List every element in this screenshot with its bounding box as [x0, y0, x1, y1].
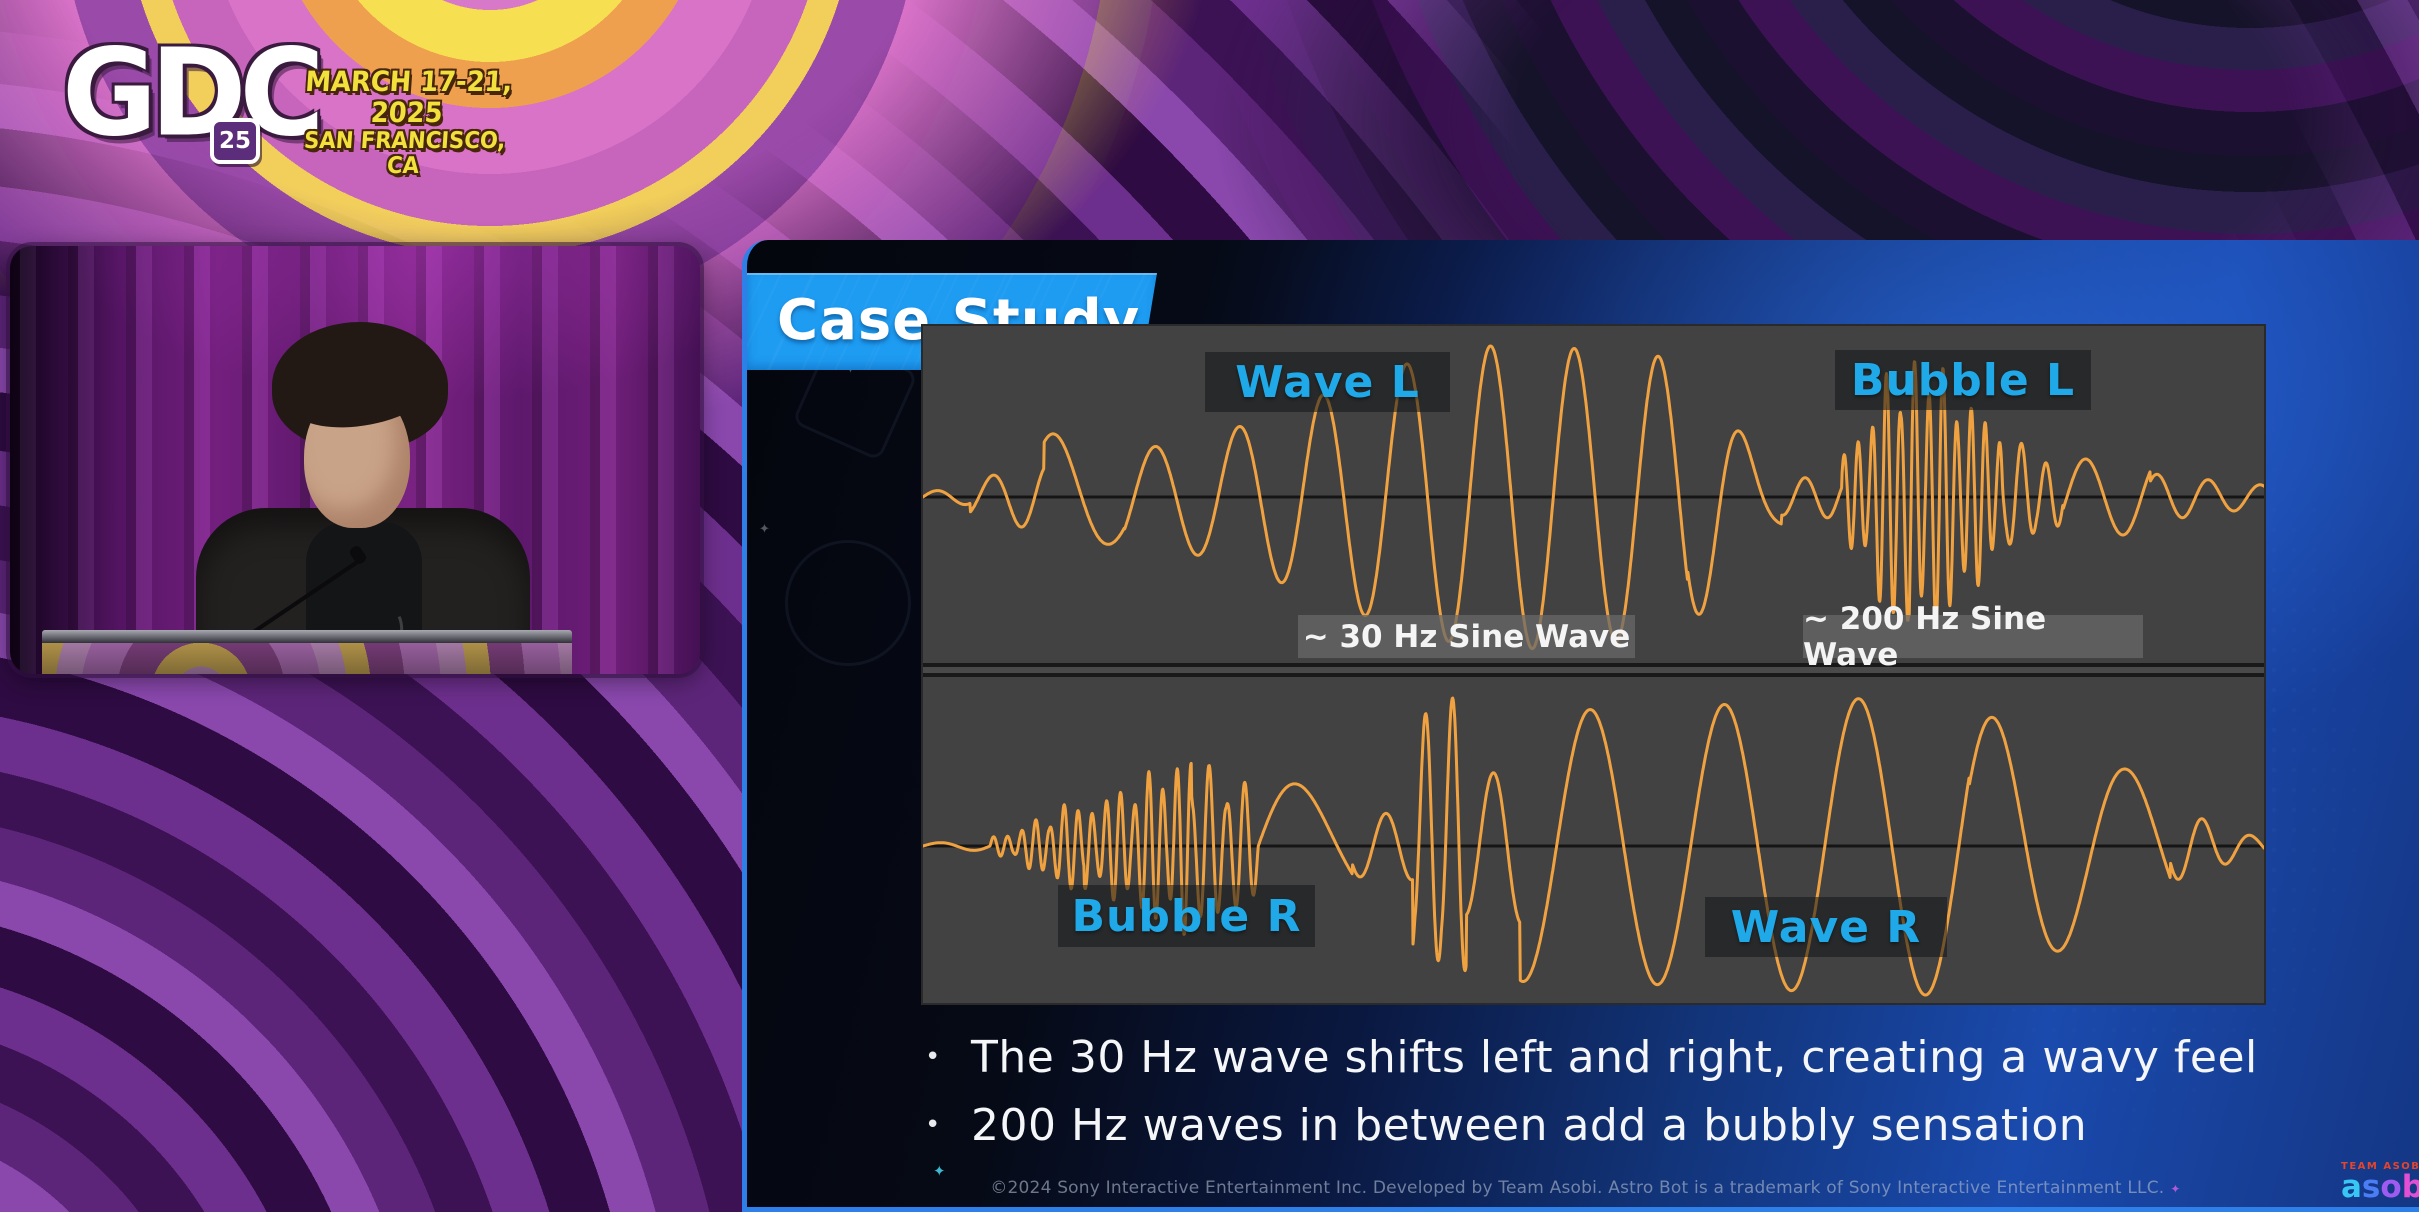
podium-top-edge	[42, 630, 572, 643]
gdc-25-badge: 25	[210, 118, 260, 164]
bullet-text-2: 200 Hz waves in between add a bubbly sen…	[971, 1099, 2088, 1151]
label-wave-r: Wave R	[1705, 897, 1947, 957]
bullet-dot-icon: •	[925, 1110, 941, 1140]
label-200hz: ~ 200 Hz Sine Wave	[1803, 601, 2143, 673]
presentation-slide: ✦ ✦ ✦ ✦ Case Study 2 Wave L Bubble L ~ 3…	[742, 240, 2419, 1212]
gdc-logo: GDC 25	[62, 23, 325, 170]
bullet-dot-icon: •	[925, 1042, 941, 1072]
background-doodle-circle	[785, 540, 911, 666]
asobi-letter: o	[2380, 1169, 2402, 1205]
asobi-letter: b	[2402, 1169, 2419, 1205]
sparkle-icon: ✦	[933, 1162, 946, 1180]
copyright-footer: ©2024 Sony Interactive Entertainment Inc…	[747, 1178, 2419, 1198]
sparkle-icon: ✦	[759, 522, 770, 537]
bullet-item: • 200 Hz waves in between add a bubbly s…	[925, 1091, 2325, 1159]
team-asobi-wordmark: TEAM ASOBI ✦	[2341, 1161, 2419, 1172]
label-bubble-l: Bubble L	[1835, 350, 2091, 410]
bullet-list: • The 30 Hz wave shifts left and right, …	[925, 1023, 2325, 1159]
event-dates-line2: SAN FRANCISCO, CA	[303, 127, 507, 180]
asobi-letter: a	[2341, 1169, 2362, 1205]
sparkle-icon: ✦	[2170, 1182, 2181, 1196]
waveform-path-left	[923, 344, 2264, 651]
event-dates-line1: MARCH 17-21, 2025	[304, 65, 514, 130]
gdc-logo-text: GDC	[62, 23, 325, 164]
podium-front-panel	[42, 643, 572, 674]
channel-divider	[923, 663, 2264, 677]
event-dates: MARCH 17-21, 2025 SAN FRANCISCO, CA	[282, 65, 530, 180]
waveform-chart: Wave L Bubble L ~ 30 Hz Sine Wave ~ 200 …	[923, 326, 2264, 1003]
asobi-letter: s	[2361, 1169, 2381, 1205]
label-wave-l: Wave L	[1205, 352, 1450, 412]
bullet-item: • The 30 Hz wave shifts left and right, …	[925, 1023, 2325, 1091]
team-asobi-logo: TEAM ASOBI ✦ asobi	[2341, 1161, 2419, 1205]
label-bubble-r: Bubble R	[1058, 885, 1315, 947]
copyright-text: ©2024 Sony Interactive Entertainment Inc…	[990, 1178, 2165, 1198]
waveform-path-right	[923, 696, 2264, 997]
bullet-text-1: The 30 Hz wave shifts left and right, cr…	[971, 1031, 2258, 1083]
waveform-plot-right	[923, 696, 2264, 997]
asobi-logotype: asobi	[2341, 1169, 2419, 1205]
waveform-plot-left	[923, 344, 2264, 651]
label-30hz: ~ 30 Hz Sine Wave	[1298, 615, 1635, 658]
speaker-video-feed	[10, 246, 700, 674]
podium	[42, 630, 572, 674]
